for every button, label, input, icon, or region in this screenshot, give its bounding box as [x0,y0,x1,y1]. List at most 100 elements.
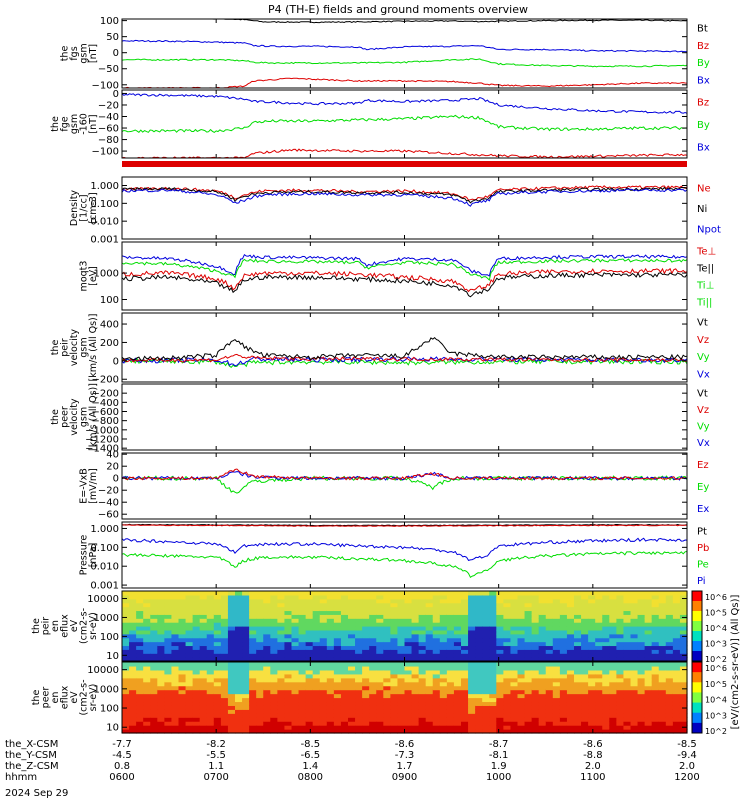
y-axis-label: [km/s (All Qs)] [88,383,99,451]
colorbar-tick-label: 10^5 [705,680,727,689]
time-axis-row-label: the_Y-CSM [5,750,57,761]
series-Bz-line [121,39,688,53]
series-By-line [121,114,688,134]
y-tick-label: −200 [92,375,119,386]
y-axis-label: the [50,116,61,132]
y-axis-label: [cm-3] [88,192,99,223]
quality-flag-bar [122,161,687,167]
y-axis-label: the [60,46,71,62]
time-axis-value: -8.5 [677,739,697,750]
legend-entry: Ey [697,482,709,493]
y-axis-label: peir [41,617,52,636]
colorbar-tick-label: 10^4 [705,696,727,705]
time-axis-value: 1.9 [491,761,507,772]
y-axis-label: velocity [69,398,80,436]
legend-entry: Ni [697,204,707,215]
y-axis-label: gsm [79,337,90,357]
time-axis-value: -7.3 [395,750,415,761]
time-axis-value: 1200 [674,772,699,783]
y-axis-label: gsm [69,114,80,134]
time-axis-value: 1000 [486,772,511,783]
legend-entry: Ti|| [696,298,712,309]
panel-frame [121,176,688,240]
panel-frame [121,89,688,159]
series-By-line [121,58,688,68]
time-axis-value: -8.6 [395,739,415,750]
y-axis-label: -160 [79,113,90,135]
time-axis-value: 0700 [203,772,228,783]
y-axis-label: eV [69,619,80,632]
series-Vx-line [121,356,688,367]
time-axis-value: 0600 [109,772,134,783]
time-axis: the_X-CSM -7.7 -8.2 -8.5 -8.6 -8.7 -8.6 -8.5 the… [5,739,700,783]
y-tick-label: 40 [106,450,119,461]
y-tick-label: −600 [92,407,119,418]
colorbar-tick-label: 10^4 [705,624,727,633]
y-tick-label: 200 [100,338,119,349]
time-axis-value: -8.5 [301,739,321,750]
spectrogram-electron [122,662,688,734]
time-axis-row-label: the_X-CSM [5,739,58,750]
time-axis-value: 0900 [392,772,417,783]
y-axis-label: [mV/m] [88,468,99,504]
y-tick-label: −20 [98,486,119,497]
colorbar-2: 10^6 10^5 10^4 10^3 10^2 [691,661,727,736]
y-axis-label: peer [41,687,52,709]
time-axis-value: -8.1 [489,750,509,761]
series-Te-line [121,272,688,298]
panel-9: 10000 1000 100 10 thepeirenefluxeV(cm2-s-sr-… [31,590,688,662]
y-axis-label: fgs [69,46,80,60]
legend-entry: Bx [697,143,710,154]
legend-entry: Bz [697,97,709,108]
y-tick-label: 0.100 [90,543,119,554]
y-axis-label: sr-eV) [88,684,99,712]
y-axis-label: (cm2-s- [79,679,90,715]
time-axis-value: 0800 [298,772,323,783]
legend-entry: Vz [697,335,709,346]
colorbar-tick-label: 10^5 [705,609,727,618]
colorbar-tick-label: 10^6 [705,664,727,673]
time-axis-value: -8.8 [583,750,603,761]
y-tick-label: 0 [113,48,119,59]
y-axis-label: gsm [79,407,90,427]
time-axis-row-label: the_Z-CSM [5,761,59,772]
y-axis-label: eV [69,691,80,704]
y-axis-label: Pressure [79,535,90,576]
y-axis-label: eflux [60,685,71,709]
y-tick-label: 400 [100,320,119,331]
y-tick-label: 20 [106,462,119,473]
time-axis-value: 1.7 [397,761,413,772]
time-axis-value: 2.0 [679,761,695,772]
y-tick-label: 1000 [94,269,119,280]
legend-entry: Npot [697,225,721,236]
time-axis-value: -7.7 [112,739,132,750]
legend-entry: Pi [697,576,706,587]
y-axis-label: [nPa] [88,543,99,568]
y-tick-label: −1400 [85,444,119,455]
panel-frame [121,452,688,520]
legend-entry: By [697,58,710,69]
series-Npot-line [121,188,688,207]
time-axis-value: 0.8 [114,761,130,772]
panel-10: 10000 1000 100 10 thepeerenefluxeV(cm2-s-sr-… [31,661,688,734]
series-Vz-line [121,353,687,363]
y-axis-label: sr-eV) [88,612,99,640]
panel-6: −200−400−600−800−1000−1200−1400 thepeerve… [50,383,710,455]
y-axis-label: Density [69,190,80,226]
colorbar-tick-label: 10^3 [705,711,727,720]
y-axis-label: E=-VxB [79,468,90,503]
y-axis-label: peer [60,406,71,428]
colorbar-tick-label: 10^6 [705,593,727,602]
y-tick-label: 0 [113,474,119,485]
time-axis-value: 1.4 [302,761,318,772]
legend-entry: Pt [697,526,707,537]
y-tick-label: −50 [98,64,119,75]
legend-entry: Vz [697,405,709,416]
y-tick-label: 100 [100,16,119,27]
legend-entry: Vx [697,369,710,380]
